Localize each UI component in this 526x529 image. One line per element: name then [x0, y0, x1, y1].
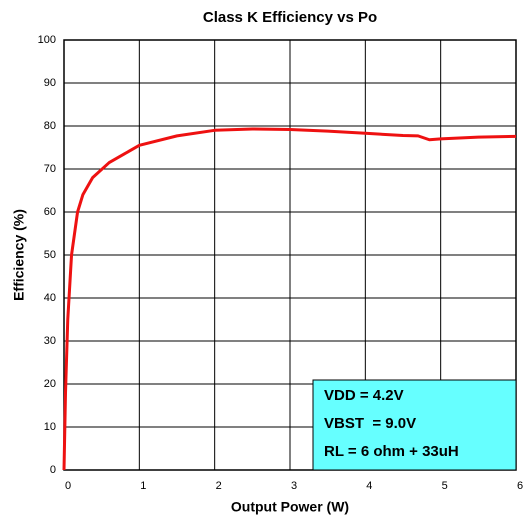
x-tick-label: 4	[366, 480, 372, 492]
y-tick-label: 50	[44, 249, 56, 261]
x-tick-label: 5	[442, 480, 448, 492]
chart-title: Class K Efficiency vs Po	[203, 9, 377, 26]
plot-border	[63, 39, 517, 471]
y-tick-label: 30	[44, 335, 56, 347]
y-tick-label: 70	[44, 163, 56, 175]
y-tick-label: 10	[44, 421, 56, 433]
y-tick-label: 60	[44, 206, 56, 218]
x-tick-label: 6	[517, 480, 523, 492]
annotation: VBST = 9.0V	[324, 415, 416, 432]
x-tick-label: 2	[216, 480, 222, 492]
x-tick-label: 3	[291, 480, 297, 492]
y-tick-label: 40	[44, 292, 56, 304]
y-tick-label: 80	[44, 120, 56, 132]
data-line	[62, 127, 517, 471]
annotation: VDD = 4.2V	[324, 387, 404, 404]
y-axis-label: Efficiency (%)	[11, 209, 27, 301]
annotation-box	[312, 379, 517, 471]
y-tick-label: 0	[50, 464, 56, 476]
x-tick-label: 1	[140, 480, 146, 492]
annotation: RL = 6 ohm + 33uH	[324, 443, 459, 460]
x-axis-label: Output Power (W)	[231, 499, 349, 515]
y-tick-label: 20	[44, 378, 56, 390]
y-tick-label: 90	[44, 77, 56, 89]
x-tick-label: 0	[65, 480, 71, 492]
y-tick-label: 100	[38, 34, 56, 46]
